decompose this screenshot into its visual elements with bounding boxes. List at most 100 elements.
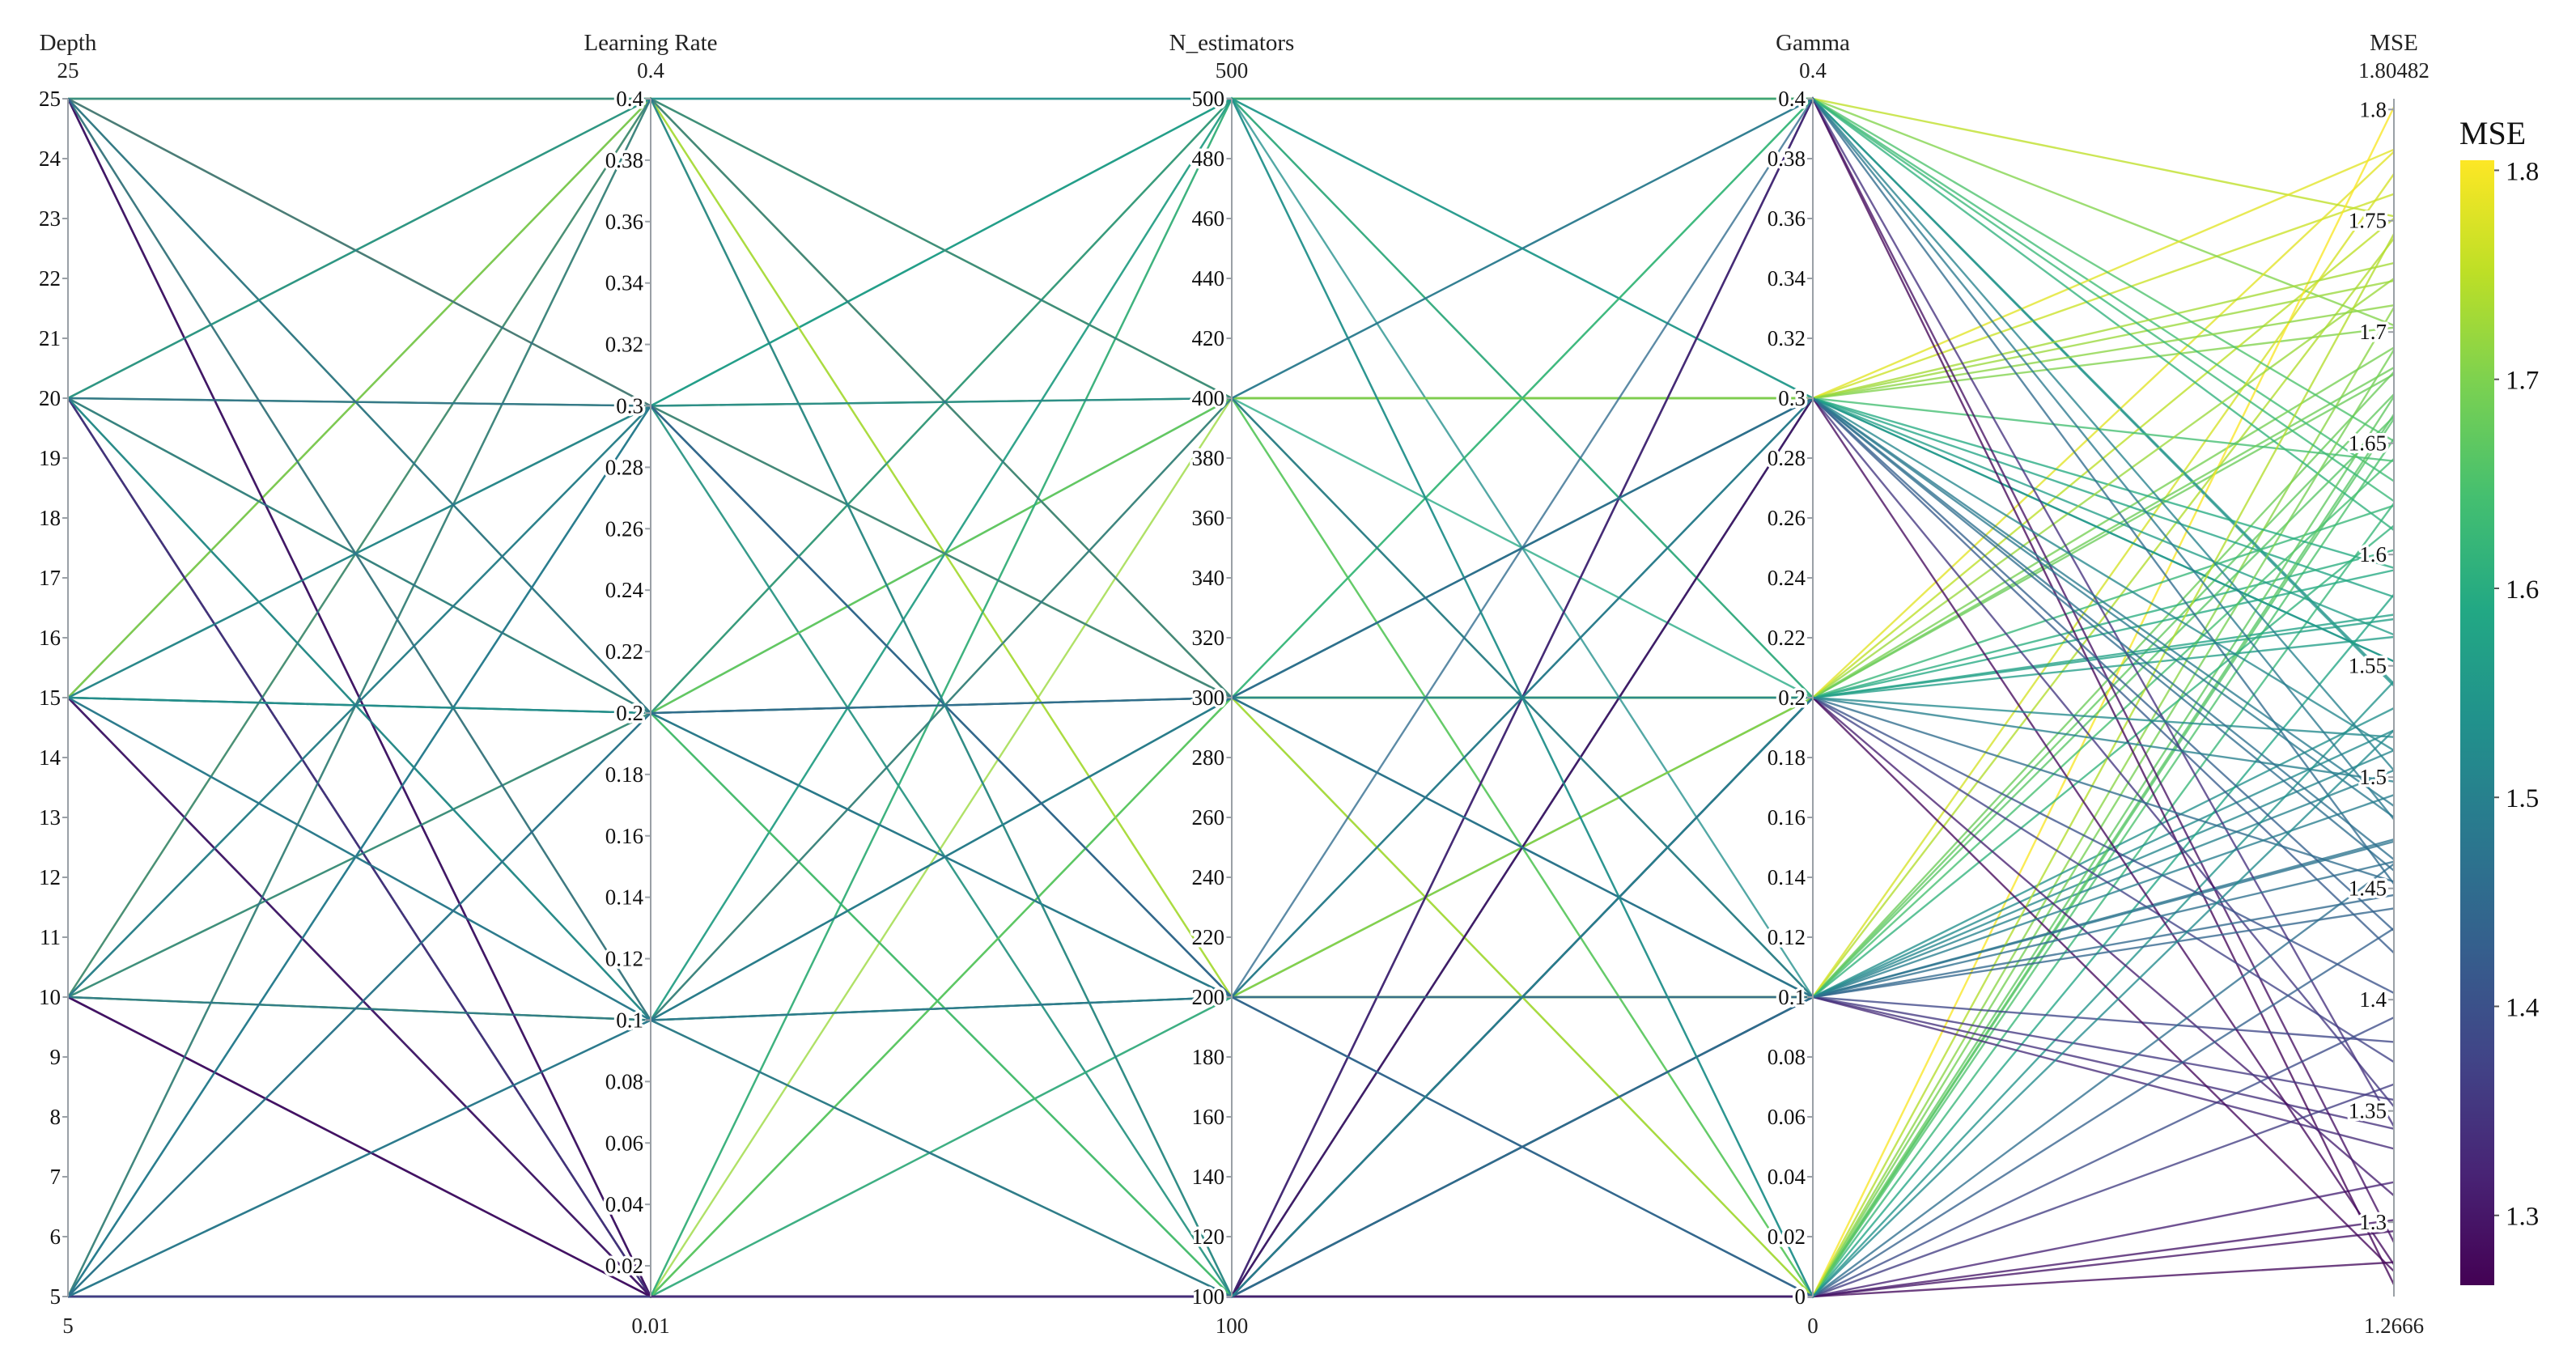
tick-label-n: 180	[1192, 1045, 1225, 1069]
axis-range-max-lr: 0.4	[637, 58, 664, 83]
tick-label-lr: 0.04	[605, 1192, 644, 1216]
tick-label-mse: 1.3	[2359, 1210, 2387, 1234]
tick-label-n: 500	[1192, 87, 1225, 111]
axis-range-max-depth: 25	[57, 58, 79, 83]
colorbar-tick-label: 1.4	[2506, 993, 2539, 1022]
tick-label-mse: 1.6	[2359, 542, 2387, 567]
colorbar-title: MSE	[2459, 115, 2526, 151]
tick-label-lr: 0.14	[605, 885, 644, 910]
tick-label-depth: 20	[39, 386, 61, 410]
tick-label-depth: 8	[50, 1105, 62, 1129]
tick-label-gamma: 0.28	[1768, 446, 1806, 470]
axis-range-min-depth: 5	[62, 1314, 74, 1338]
tick-label-depth: 18	[39, 506, 61, 530]
tick-label-mse: 1.45	[2349, 877, 2387, 901]
tick-label-gamma: 0.34	[1768, 266, 1806, 291]
tick-label-gamma: 0.38	[1768, 146, 1806, 171]
tick-label-depth: 9	[50, 1045, 62, 1069]
tick-label-gamma: 0.22	[1768, 626, 1806, 650]
tick-label-mse: 1.8	[2359, 97, 2387, 121]
axis-range-min-mse: 1.2666	[2364, 1314, 2424, 1338]
tick-label-depth: 23	[39, 206, 61, 231]
axis-range-min-gamma: 0	[1807, 1314, 1818, 1338]
tick-label-gamma: 0.26	[1768, 506, 1806, 530]
colorbar-gradient	[2460, 160, 2494, 1285]
tick-label-depth: 13	[39, 805, 61, 830]
tick-label-n: 320	[1192, 626, 1225, 650]
tick-label-lr: 0.22	[605, 639, 643, 664]
axis-title-depth: Depth	[40, 30, 97, 56]
tick-label-lr: 0.28	[605, 455, 643, 479]
tick-label-lr: 0.38	[605, 148, 643, 172]
tick-label-gamma: 0.24	[1768, 566, 1806, 590]
axis-n[interactable]: N_estimators5001001001201401601802002202…	[1169, 30, 1295, 1338]
tick-label-gamma: 0.2	[1778, 686, 1806, 710]
tick-label-depth: 21	[39, 326, 61, 350]
tick-label-depth: 14	[39, 745, 62, 770]
tick-label-n: 200	[1192, 985, 1225, 1009]
axis-depth[interactable]: Depth25556789101112131415161718192021222…	[36, 30, 97, 1338]
tick-label-gamma: 0.16	[1768, 805, 1806, 830]
tick-label-gamma: 0.3	[1778, 386, 1806, 410]
axis-range-max-n: 500	[1216, 58, 1249, 83]
tick-label-mse: 1.55	[2349, 654, 2387, 678]
tick-label-gamma: 0	[1795, 1284, 1806, 1309]
tick-label-depth: 15	[39, 686, 61, 710]
tick-label-lr: 0.26	[605, 516, 643, 541]
tick-label-depth: 10	[39, 985, 61, 1009]
tick-label-gamma: 0.18	[1768, 745, 1806, 770]
tick-label-lr: 0.1	[616, 1008, 643, 1032]
tick-label-lr: 0.36	[605, 210, 643, 234]
tick-label-n: 160	[1192, 1105, 1225, 1129]
tick-label-depth: 24	[39, 146, 62, 171]
tick-label-lr: 0.32	[605, 333, 643, 357]
tick-label-lr: 0.12	[605, 947, 643, 971]
colorbar-tick-label: 1.8	[2506, 157, 2539, 186]
tick-label-gamma: 0.4	[1778, 87, 1806, 111]
tick-label-lr: 0.18	[605, 762, 643, 787]
tick-label-depth: 17	[39, 566, 61, 590]
tick-label-n: 420	[1192, 326, 1225, 350]
tick-label-mse: 1.65	[2349, 431, 2387, 456]
axes: Depth25556789101112131415161718192021222…	[36, 30, 2430, 1338]
tick-label-n: 100	[1192, 1284, 1225, 1309]
tick-label-gamma: 0.14	[1768, 865, 1806, 889]
tick-label-mse: 1.75	[2349, 209, 2387, 233]
tick-label-mse: 1.35	[2349, 1099, 2387, 1123]
tick-label-n: 480	[1192, 146, 1225, 171]
tick-label-gamma: 0.04	[1768, 1165, 1806, 1189]
tick-label-gamma: 0.36	[1768, 206, 1806, 231]
colorbar-tick-label: 1.5	[2506, 784, 2539, 813]
tick-label-n: 440	[1192, 266, 1225, 291]
tick-label-lr: 0.2	[616, 701, 643, 725]
colorbar-tick-label: 1.7	[2506, 367, 2539, 396]
colorbar-tick-label: 1.6	[2506, 575, 2539, 605]
tick-label-lr: 0.4	[616, 87, 643, 111]
tick-label-gamma: 0.06	[1768, 1105, 1806, 1129]
axis-range-min-n: 100	[1216, 1314, 1249, 1338]
tick-label-depth: 7	[50, 1165, 62, 1189]
tick-label-lr: 0.08	[605, 1069, 643, 1093]
axis-gamma[interactable]: Gamma0.4000.020.040.060.080.10.120.140.1…	[1764, 30, 1850, 1338]
tick-label-n: 280	[1192, 745, 1225, 770]
tick-label-gamma: 0.1	[1778, 985, 1806, 1009]
axis-title-mse: MSE	[2370, 30, 2418, 56]
axis-range-max-gamma: 0.4	[1799, 58, 1827, 83]
tick-label-lr: 0.24	[605, 578, 644, 602]
colorbar-tick-label: 1.3	[2506, 1203, 2539, 1232]
tick-label-depth: 12	[39, 865, 61, 889]
tick-label-depth: 25	[39, 87, 61, 111]
tick-label-lr: 0.3	[616, 393, 643, 418]
axis-title-gamma: Gamma	[1776, 30, 1850, 56]
axis-range-min-lr: 0.01	[631, 1314, 669, 1338]
tick-label-n: 380	[1192, 446, 1225, 470]
axis-lr[interactable]: Learning Rate0.40.010.020.040.060.080.10…	[584, 30, 717, 1338]
tick-label-lr: 0.06	[605, 1131, 643, 1155]
tick-label-n: 240	[1192, 865, 1225, 889]
tick-label-depth: 19	[39, 446, 61, 470]
tick-label-n: 400	[1192, 386, 1225, 410]
axis-title-lr: Learning Rate	[584, 30, 717, 56]
colorbar: MSE 1.3 1.4 1.5 1.6 1.7 1.8	[2459, 115, 2539, 1285]
